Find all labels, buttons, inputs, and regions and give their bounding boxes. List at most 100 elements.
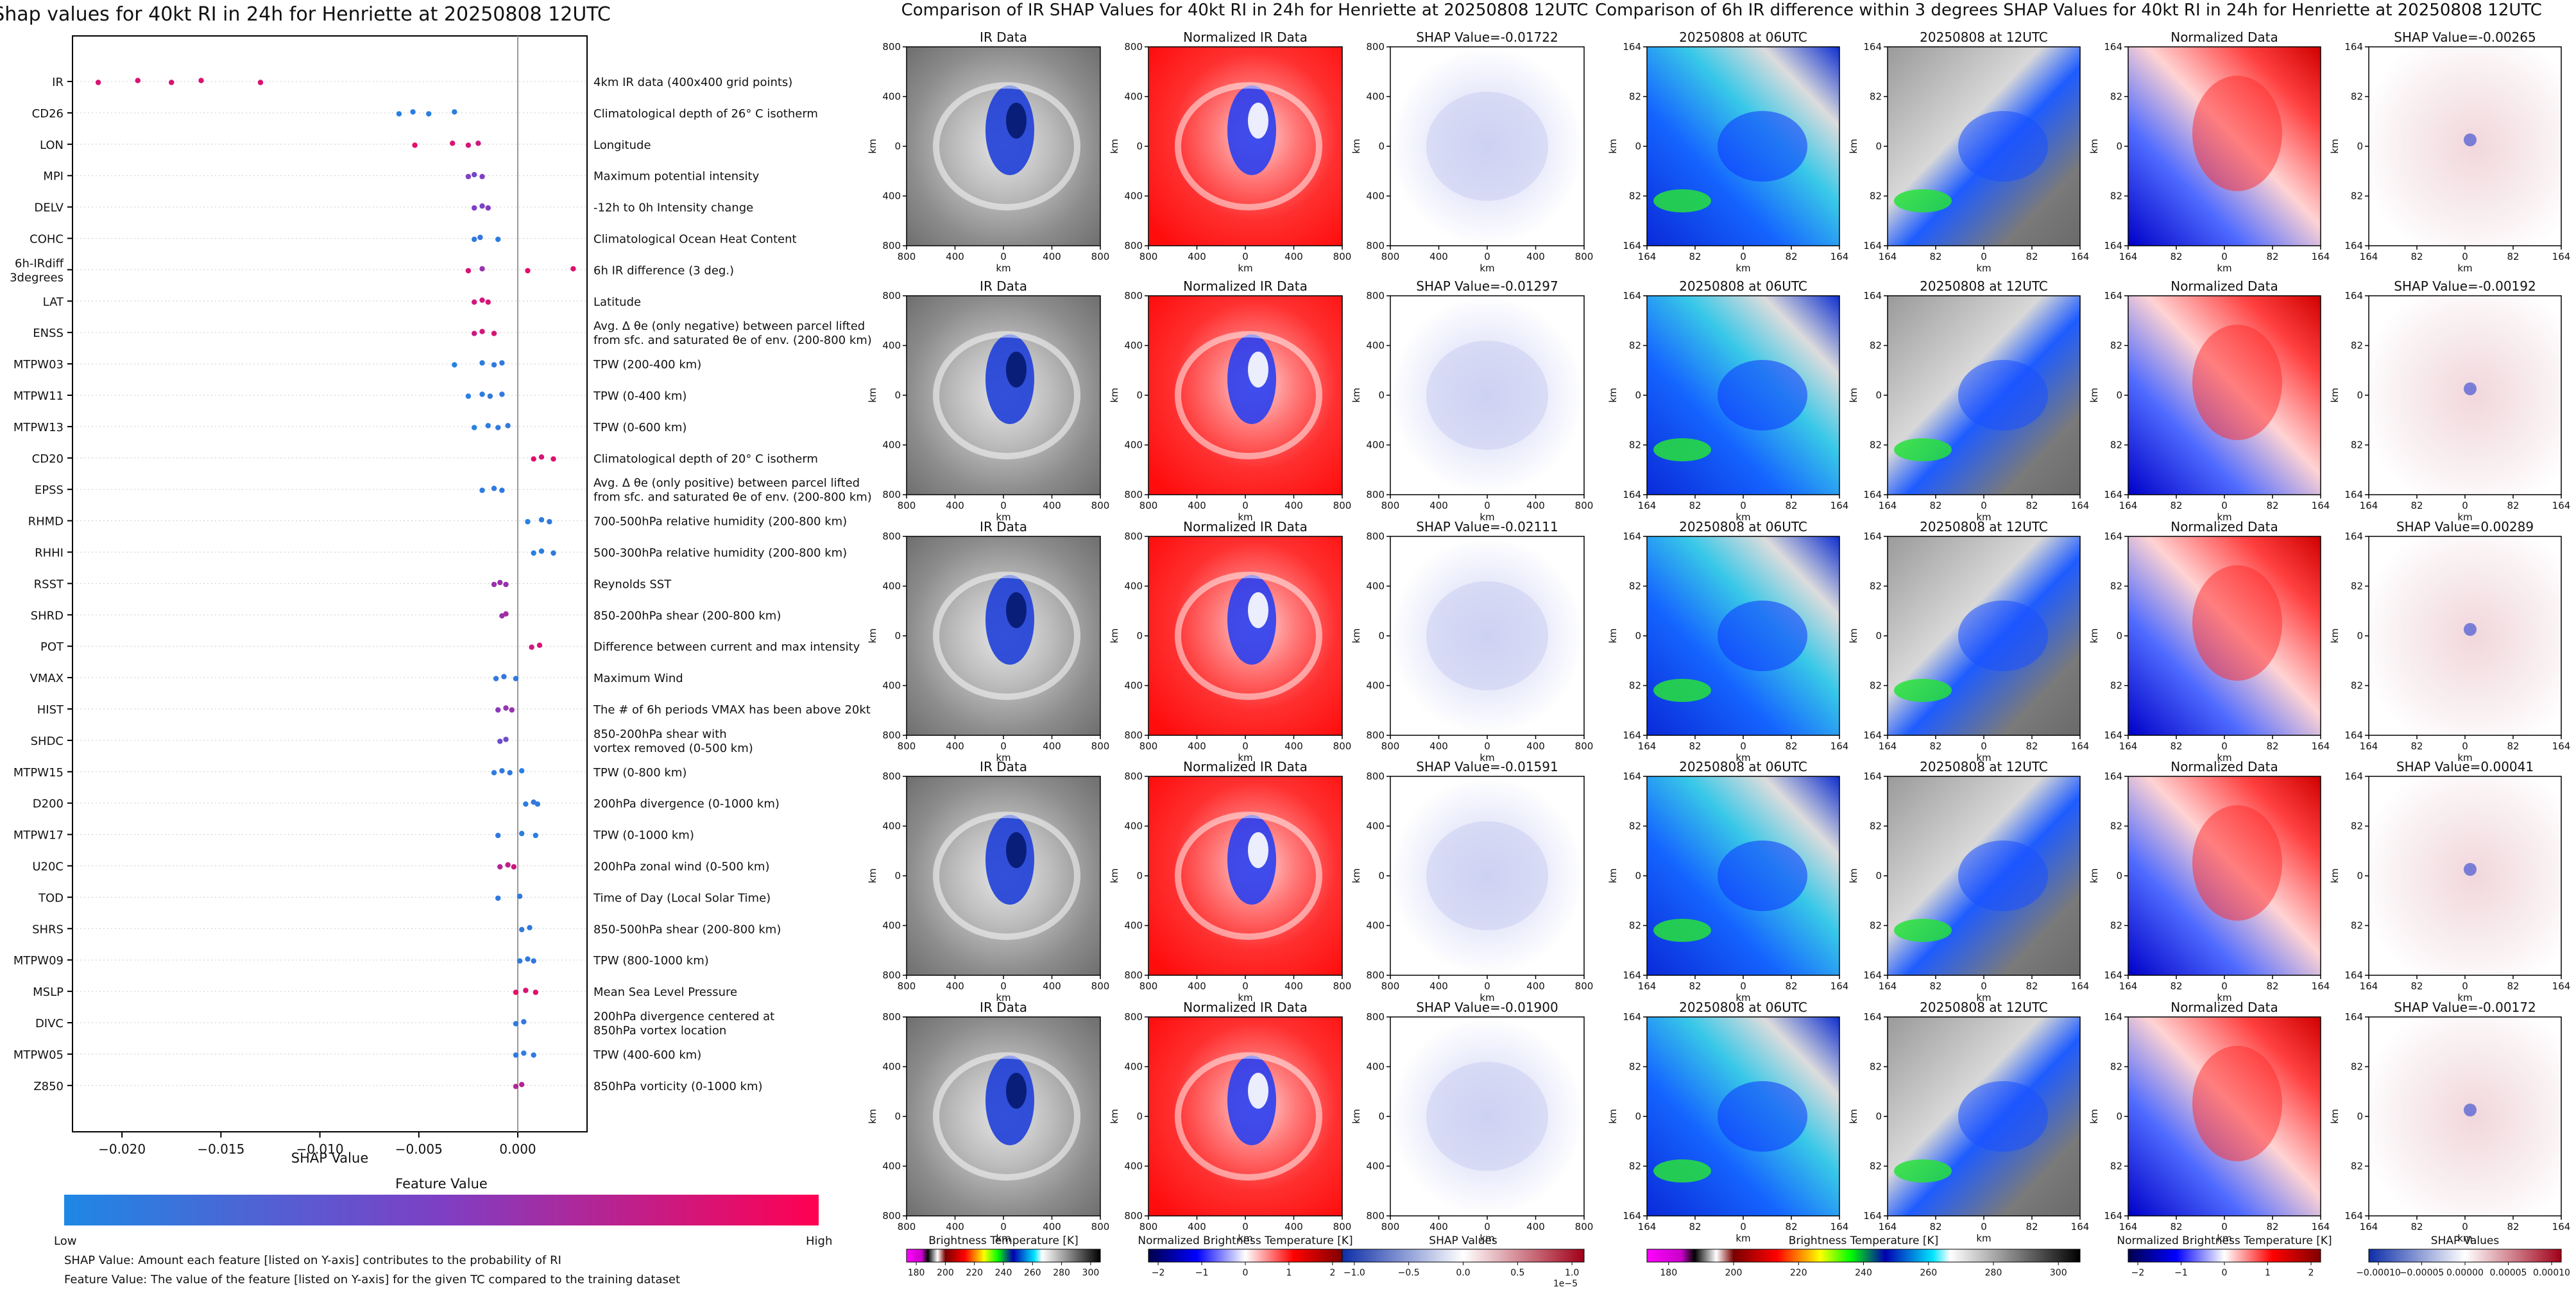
x-axis-label: km <box>996 1233 1011 1244</box>
x-tick-label: −0.005 <box>395 1141 443 1157</box>
y-tick-label: 400 <box>882 920 901 932</box>
shap-point <box>513 989 519 995</box>
x-tick-label: 0 <box>2462 740 2468 752</box>
y-tick-label: 0 <box>2357 870 2363 882</box>
y-tick-label: 400 <box>882 821 901 832</box>
y-tick-label: 82 <box>1629 340 1641 352</box>
x-tick-label: 400 <box>1284 740 1303 752</box>
y-tick-label: 400 <box>1124 1161 1143 1172</box>
y-axis-label: km <box>867 388 878 402</box>
x-tick-label: 400 <box>946 251 964 262</box>
shap-point <box>521 1019 527 1025</box>
feature-description: 850-200hPa shear (200-800 km) <box>593 609 781 622</box>
panel-title: 20250808 at 06UTC <box>1679 519 1807 534</box>
x-tick-label: 0 <box>2221 251 2228 262</box>
x-tick-label: 800 <box>1575 251 1594 262</box>
shap-point <box>495 707 501 713</box>
feature-description: Longitude <box>593 139 651 152</box>
x-tick-label: 82 <box>2507 500 2519 511</box>
y-tick-label: 164 <box>1623 730 1641 741</box>
panel-image <box>2369 296 2561 495</box>
y-tick-label: 82 <box>2110 440 2122 451</box>
feature-name: MTPW09 <box>13 954 64 968</box>
x-tick-label: 164 <box>2119 251 2138 262</box>
x-tick-label: 0 <box>1740 251 1746 262</box>
y-tick-label: 164 <box>1863 1011 1882 1023</box>
shap-point <box>525 518 531 525</box>
x-tick-label: 0 <box>1740 1221 1746 1233</box>
y-tick-label: 400 <box>1124 440 1143 451</box>
x-tick-label: −0.010 <box>296 1141 344 1157</box>
x-tick-label: 0 <box>1000 1221 1007 1233</box>
shap-point <box>491 581 497 588</box>
shap-point <box>491 330 497 336</box>
y-tick-label: 164 <box>2344 771 2363 782</box>
y-tick-label: 164 <box>1863 969 1882 981</box>
shap-point <box>257 80 264 85</box>
y-axis-label: km <box>1607 628 1619 643</box>
y-tick-label: 164 <box>1863 41 1882 53</box>
shap-point <box>487 393 493 399</box>
feature-description: Time of Day (Local Solar Time) <box>593 891 771 905</box>
x-tick-label: 0 <box>1242 740 1249 752</box>
y-tick-label: 164 <box>2104 1210 2122 1222</box>
feature-name: IR <box>52 76 64 89</box>
y-axis-label: km <box>2088 388 2100 402</box>
x-tick-label: 0 <box>1000 980 1007 992</box>
panel-title: IR Data <box>980 278 1027 294</box>
feature-description: Climatological depth of 26° C isotherm <box>593 107 818 121</box>
feature-description: 850hPa vorticity (0-1000 km) <box>593 1080 763 1093</box>
x-tick-label: 800 <box>1139 1221 1158 1233</box>
y-tick-label: 164 <box>1623 41 1641 53</box>
panel-title: 20250808 at 12UTC <box>1920 519 2048 534</box>
y-tick-label: 82 <box>2110 91 2122 103</box>
x-tick-label: 0 <box>2462 251 2468 262</box>
warm-anomaly <box>2192 76 2282 191</box>
y-tick-label: 164 <box>2104 1011 2122 1023</box>
y-tick-label: 82 <box>1870 1061 1882 1073</box>
x-axis-label: km <box>1238 752 1252 764</box>
y-tick-label: 800 <box>882 969 901 981</box>
y-tick-label: 400 <box>882 340 901 352</box>
y-tick-label: 164 <box>2104 969 2122 981</box>
y-tick-label: 164 <box>2104 730 2122 741</box>
shap-point <box>533 989 538 995</box>
convection-area <box>1718 1081 1807 1152</box>
x-tick-label: 400 <box>1284 980 1303 992</box>
x-tick-label: 0.000 <box>499 1141 536 1157</box>
x-axis-label: km <box>1480 752 1494 764</box>
y-tick-label: 0 <box>1136 630 1143 642</box>
panel-title: IR Data <box>980 1000 1027 1015</box>
y-tick-label: 400 <box>1366 340 1385 352</box>
x-tick-label: 82 <box>2266 500 2278 511</box>
shap-point <box>497 864 503 870</box>
x-tick-label: 0 <box>1484 980 1490 992</box>
storm-eye-region <box>1248 103 1268 139</box>
y-axis-label: km <box>1351 1109 1362 1123</box>
shap-point <box>516 893 523 900</box>
panel-title: SHAP Value=-0.01591 <box>1416 759 1558 774</box>
cold-cloud-patch <box>1894 919 1952 942</box>
shap-summary-title: Shap values for 40kt RI in 24h for Henri… <box>0 3 611 26</box>
colorbar-tick-label: 300 <box>1082 1268 1100 1278</box>
shap-point <box>550 456 556 462</box>
y-tick-label: 82 <box>1870 91 1882 103</box>
warm-anomaly <box>2192 565 2282 681</box>
colorbar-tick-label: 180 <box>1660 1268 1677 1278</box>
colorbar-label: Brightness Temperature [K] <box>1789 1234 1938 1247</box>
shap-point <box>531 958 536 964</box>
cold-cloud-patch <box>1894 438 1952 461</box>
x-tick-label: 800 <box>898 1221 916 1233</box>
y-tick-label: 82 <box>1870 680 1882 692</box>
y-tick-label: 800 <box>1366 969 1385 981</box>
y-tick-label: 800 <box>1124 1210 1143 1222</box>
y-tick-label: 82 <box>1629 680 1641 692</box>
y-tick-label: 800 <box>882 1210 901 1222</box>
x-axis-label: km <box>1480 1233 1494 1244</box>
x-tick-label: 164 <box>2360 1221 2378 1233</box>
feature-description: TPW (0-800 km) <box>593 766 687 780</box>
y-tick-label: 0 <box>1136 870 1143 882</box>
colorbar-tick-label: −0.00010 <box>2356 1268 2401 1278</box>
panel-title: 20250808 at 12UTC <box>1920 1000 2048 1015</box>
colorbar <box>1646 1249 2081 1263</box>
